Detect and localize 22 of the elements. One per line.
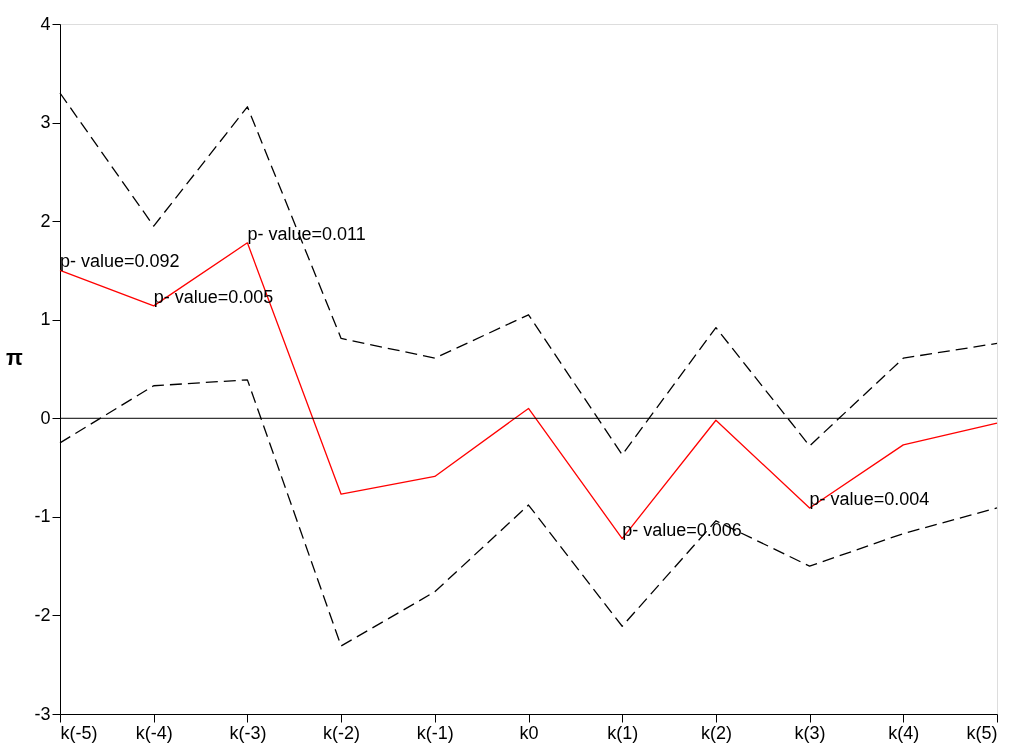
x-tick-label: k(-3) (229, 722, 267, 743)
y-tick-label: 4 (40, 13, 51, 34)
x-tick-label: k(-1) (416, 722, 454, 743)
x-tick-label: k(5) (966, 722, 998, 743)
annotation: p- value=0.092 (60, 251, 180, 272)
y-tick-label: 1 (40, 309, 51, 330)
y-tick-label: 0 (40, 407, 51, 428)
y-tick-label: -1 (34, 506, 51, 527)
y-tick-label: 2 (40, 210, 51, 231)
x-tick-label: k(-4) (135, 722, 173, 743)
x-tick-label: k(2) (700, 722, 732, 743)
x-tick-label: k0 (519, 722, 539, 743)
y-axis-title: π (6, 344, 24, 370)
y-tick-label: 3 (40, 112, 51, 133)
x-tick-label: k(3) (794, 722, 826, 743)
x-tick-label: k(4) (888, 722, 920, 743)
y-tick-label: -2 (34, 604, 51, 625)
x-tick-label: k(-2) (323, 722, 361, 743)
y-tick-label: -3 (34, 703, 51, 724)
annotation: p- value=0.011 (247, 223, 366, 244)
x-tick-label: k(-5) (60, 722, 98, 743)
x-tick-label: k(1) (607, 722, 639, 743)
